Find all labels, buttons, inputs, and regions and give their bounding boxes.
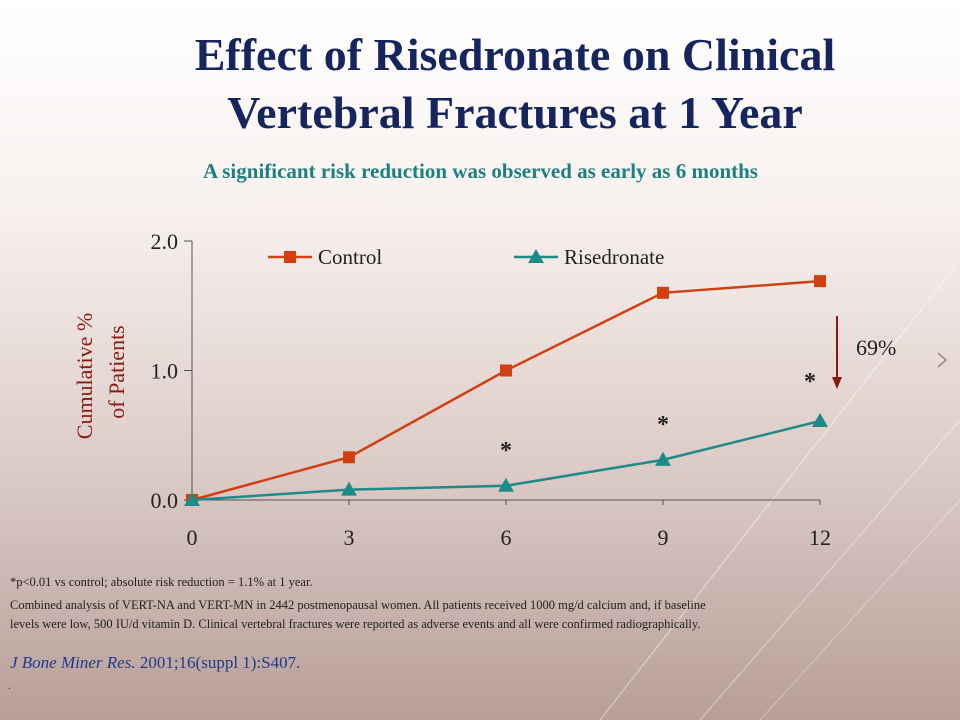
footnote-significance: *p<0.01 vs control; absolute risk reduct…: [10, 575, 313, 589]
chart-legend: Control Risedronate: [268, 245, 664, 269]
legend-label-risedronate: Risedronate: [564, 245, 664, 269]
y-axis-labels: Cumulative % of Patients: [72, 313, 129, 439]
significance-marker: *: [500, 438, 512, 464]
y-tick-label: 0.0: [151, 488, 179, 513]
legend-marker-control: [284, 251, 296, 263]
x-tick-label: 9: [658, 525, 669, 550]
chart-axes: 0.0 1.0 2.0 0 3 6 9 12: [151, 229, 832, 550]
footnote-study-line1: Combined analysis of VERT-NA and VERT-MN…: [10, 598, 706, 612]
y-axis-title-line1: Cumulative %: [72, 313, 97, 439]
reduction-label: 69%: [856, 335, 896, 360]
trailing-mark: .: [8, 678, 11, 692]
data-point-risedronate: [341, 481, 357, 496]
x-tick-label: 12: [809, 525, 831, 550]
citation-details: 2001;16(suppl 1):S407.: [135, 653, 301, 672]
citation: J Bone Miner Res. 2001;16(suppl 1):S407.: [10, 653, 300, 673]
data-point-risedronate: [498, 477, 514, 492]
x-tick-label: 6: [501, 525, 512, 550]
data-point-risedronate: [655, 451, 671, 466]
y-tick-label: 1.0: [151, 359, 179, 384]
chevron-right-icon[interactable]: [936, 352, 948, 368]
data-point-control: [814, 275, 826, 288]
significance-marker: *: [657, 412, 669, 438]
arrow-down-icon: [832, 377, 842, 389]
data-point-control: [500, 364, 512, 377]
slide-subtitle: A significant risk reduction was observe…: [203, 159, 758, 183]
legend-marker-risedronate: [528, 249, 544, 263]
slide-title: Effect of Risedronate on Clinical Verteb…: [194, 29, 836, 138]
x-tick-label: 3: [344, 525, 355, 550]
data-point-risedronate: [184, 492, 200, 506]
y-axis-title-line2: of Patients: [104, 325, 129, 419]
x-tick-label: 0: [187, 525, 198, 550]
data-point-risedronate: [812, 413, 828, 428]
chart-series: [184, 275, 828, 506]
footnote-study-line2: levels were low, 500 IU/d vitamin D. Cli…: [10, 617, 701, 631]
legend-label-control: Control: [318, 245, 382, 269]
y-tick-label: 2.0: [151, 229, 179, 254]
chart-annotations: * * * 69%: [500, 316, 896, 464]
series-line-control: [191, 279, 821, 502]
significance-marker: *: [804, 369, 816, 395]
data-point-control: [343, 451, 355, 464]
citation-journal: J Bone Miner Res.: [10, 653, 136, 672]
data-point-control: [657, 286, 669, 299]
